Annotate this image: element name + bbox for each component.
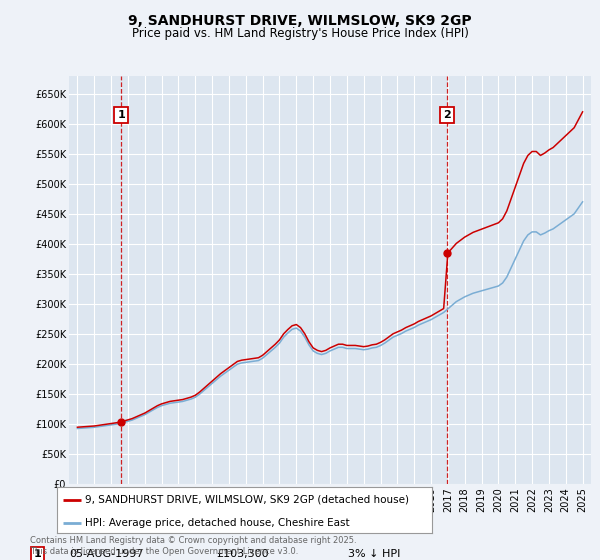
Text: £103,300: £103,300 <box>216 549 269 559</box>
Text: 2: 2 <box>443 110 451 120</box>
Text: Contains HM Land Registry data © Crown copyright and database right 2025.
This d: Contains HM Land Registry data © Crown c… <box>30 536 356 556</box>
Text: 3% ↓ HPI: 3% ↓ HPI <box>348 549 400 559</box>
Text: HPI: Average price, detached house, Cheshire East: HPI: Average price, detached house, Ches… <box>85 518 350 528</box>
Text: 1: 1 <box>118 110 125 120</box>
Text: 05-AUG-1997: 05-AUG-1997 <box>69 549 143 559</box>
Text: 9, SANDHURST DRIVE, WILMSLOW, SK9 2GP: 9, SANDHURST DRIVE, WILMSLOW, SK9 2GP <box>128 14 472 28</box>
Text: 1: 1 <box>34 549 41 559</box>
Text: Price paid vs. HM Land Registry's House Price Index (HPI): Price paid vs. HM Land Registry's House … <box>131 27 469 40</box>
Text: 9, SANDHURST DRIVE, WILMSLOW, SK9 2GP (detached house): 9, SANDHURST DRIVE, WILMSLOW, SK9 2GP (d… <box>85 494 409 505</box>
